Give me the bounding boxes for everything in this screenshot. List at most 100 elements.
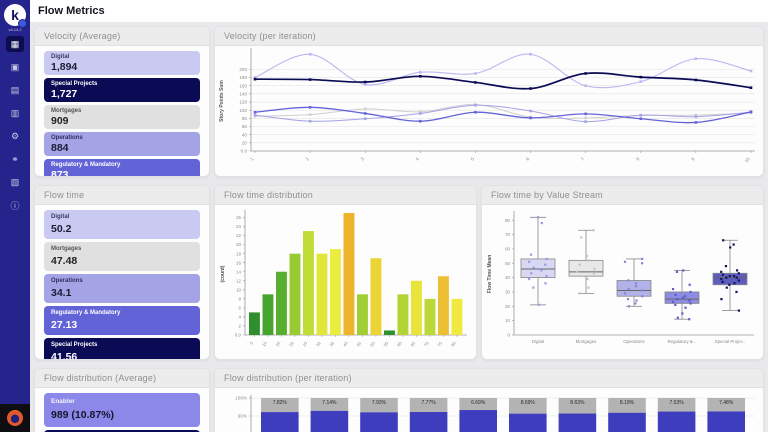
metric-card-partial: [44, 430, 200, 432]
svg-text:140: 140: [239, 91, 247, 96]
svg-text:1: 1: [249, 156, 255, 162]
flow-distribution-stacked-bar-svg: 100%90%80%70%60%50%40%30%20%10%0%7.82%7.…: [235, 395, 755, 432]
svg-text:10: 10: [261, 340, 268, 347]
svg-text:10: 10: [236, 287, 241, 292]
svg-text:80: 80: [505, 218, 510, 223]
svg-text:120: 120: [239, 100, 247, 105]
velocity-average-cards: Digital 1,894 Special Projects 1,727 Mortgag…: [35, 46, 209, 176]
metric-card-value: 884: [51, 142, 69, 154]
flow-distribution-stacked-bar: 100%90%80%70%60%50%40%30%20%10%0%7.82%7.…: [215, 388, 763, 432]
svg-text:180: 180: [239, 75, 247, 80]
svg-text:7: 7: [580, 156, 586, 162]
panel-header: Flow time by Value Stream: [482, 186, 763, 205]
metric-card-special-projects: Special Projects 41.56: [44, 338, 200, 360]
metric-card-mortgages: Mortgages 47.48: [44, 242, 200, 271]
metric-card-operations: Operations 34.1: [44, 274, 200, 303]
svg-text:14: 14: [236, 269, 241, 274]
metric-card-value: 47.48: [51, 255, 78, 267]
metric-card-value: 1,894: [51, 61, 78, 73]
sidebar-item-briefcase-icon[interactable]: ▣: [10, 61, 20, 72]
sidebar-item-info-icon[interactable]: ⓘ: [10, 200, 20, 211]
svg-text:0.0: 0.0: [235, 333, 242, 338]
metric-card-mortgages: Mortgages 909: [44, 105, 200, 129]
svg-text:160: 160: [239, 83, 247, 88]
metric-card-label: Operations: [51, 278, 83, 284]
svg-text:Special Projec..: Special Projec..: [715, 339, 746, 344]
svg-text:3: 3: [360, 156, 366, 162]
svg-text:7.53%: 7.53%: [670, 400, 685, 406]
svg-text:16: 16: [236, 260, 241, 265]
metric-card-value: 27.13: [51, 319, 78, 331]
svg-text:80: 80: [450, 340, 457, 347]
svg-text:35: 35: [328, 340, 335, 347]
metric-card-label: Mortgages: [51, 246, 82, 252]
svg-text:70: 70: [423, 340, 430, 347]
svg-text:12: 12: [236, 278, 241, 283]
metric-card-label: Special Projects: [51, 81, 98, 87]
sidebar: k v4.14.2 ▦ ▣ ▤ ▥ ⚙ ⚭ ▧ ⓘ: [0, 0, 30, 432]
svg-text:45: 45: [355, 340, 362, 347]
sidebar-item-reports-icon[interactable]: ▧: [10, 176, 20, 187]
svg-text:50: 50: [505, 261, 510, 266]
panel-header: Velocity (Average): [35, 27, 209, 46]
svg-text:60: 60: [505, 246, 510, 251]
svg-text:Digital: Digital: [532, 339, 544, 344]
svg-text:8.63%: 8.63%: [570, 400, 585, 406]
svg-text:50: 50: [369, 340, 376, 347]
svg-text:40: 40: [505, 275, 510, 280]
metric-card-special-projects: Special Projects 1,727: [44, 78, 200, 102]
svg-text:22: 22: [236, 233, 241, 238]
svg-text:30: 30: [315, 340, 322, 347]
panel-title: Velocity (per iteration): [224, 31, 316, 41]
metric-card-label: Digital: [51, 54, 70, 60]
panel-header: Flow distribution (per iteration): [215, 369, 763, 388]
panel-title: Flow time by Value Stream: [491, 190, 603, 200]
svg-text:7.48%: 7.48%: [719, 400, 734, 406]
flow-time-boxplot: 0 10 20 30 40 50 60 70 80 Digital Mortgages Operati…: [482, 205, 763, 359]
svg-text:80: 80: [242, 116, 248, 121]
svg-text:10: 10: [744, 156, 751, 163]
svg-text:10: 10: [505, 318, 510, 323]
sidebar-item-settings-icon[interactable]: ⚙: [10, 130, 20, 141]
svg-text:4: 4: [239, 315, 242, 320]
svg-text:60: 60: [396, 340, 403, 347]
svg-text:20: 20: [505, 304, 510, 309]
velocity-line-chart-svg: 0.0 20 40 60 80 100 120 140 160 180 200 1 2 3 4 5 6 7 8 9 10…: [219, 48, 755, 164]
top-bar: Flow Metrics: [30, 0, 768, 22]
sidebar-item-charts-icon[interactable]: ▥: [10, 107, 20, 118]
svg-text:Operations: Operations: [623, 339, 645, 344]
svg-text:(count): (count): [220, 265, 226, 282]
svg-text:7.82%: 7.82%: [273, 400, 288, 406]
taskbar-corner: [0, 404, 30, 432]
metric-card-label: Regulatory & Mandatory: [51, 162, 121, 168]
metric-card-digital: Digital 1,894: [44, 51, 200, 75]
svg-text:5: 5: [470, 156, 476, 162]
svg-text:5: 5: [249, 340, 255, 345]
sidebar-item-calendar-icon[interactable]: ▤: [10, 84, 20, 95]
svg-text:0.0: 0.0: [241, 149, 248, 154]
svg-text:2: 2: [304, 156, 310, 162]
flow-time-histogram: 0.0 2 4 6 8 10 12 14 16 18 20 22 24 26 5 10 15 20 25 30 35 40…: [215, 205, 476, 359]
sidebar-item-flow-metrics-icon[interactable]: ▦: [6, 36, 24, 52]
metric-card-value: 41.56: [51, 351, 78, 360]
svg-text:6: 6: [525, 156, 531, 162]
panel-flow-time-by-value-stream: Flow time by Value Stream 0 10 20 30 40 50 60 7…: [481, 185, 764, 360]
panel-header: Flow time distribution: [215, 186, 476, 205]
svg-text:8.19%: 8.19%: [620, 400, 635, 406]
velocity-line-chart: 0.0 20 40 60 80 100 120 140 160 180 200 1 2 3 4 5 6 7 8 9 10…: [215, 46, 763, 176]
sidebar-item-network-icon[interactable]: ⚭: [11, 153, 19, 164]
panel-flow-time-distribution: Flow time distribution 0.0 2 4 6 8 10 12 14 16 18…: [214, 185, 477, 360]
browser-icon[interactable]: [7, 410, 23, 426]
metric-card-value: 50.2: [51, 223, 72, 235]
panel-header: Flow time: [35, 186, 209, 205]
panel-velocity-average: Velocity (Average) Digital 1,894 Special P…: [34, 26, 210, 177]
svg-text:20: 20: [242, 140, 248, 145]
svg-text:Story Points Sum: Story Points Sum: [219, 80, 225, 122]
svg-text:18: 18: [236, 251, 241, 256]
panel-flow-distribution-per-iteration: Flow distribution (per iteration) 100% 90…: [214, 368, 764, 432]
flow-time-cards: Digital 50.2 Mortgages 47.48 Operations 34.1 R…: [35, 205, 209, 360]
svg-text:40: 40: [242, 132, 248, 137]
panel-flow-distribution-average: Flow distribution (Average) Enabler 989 (…: [34, 368, 210, 432]
